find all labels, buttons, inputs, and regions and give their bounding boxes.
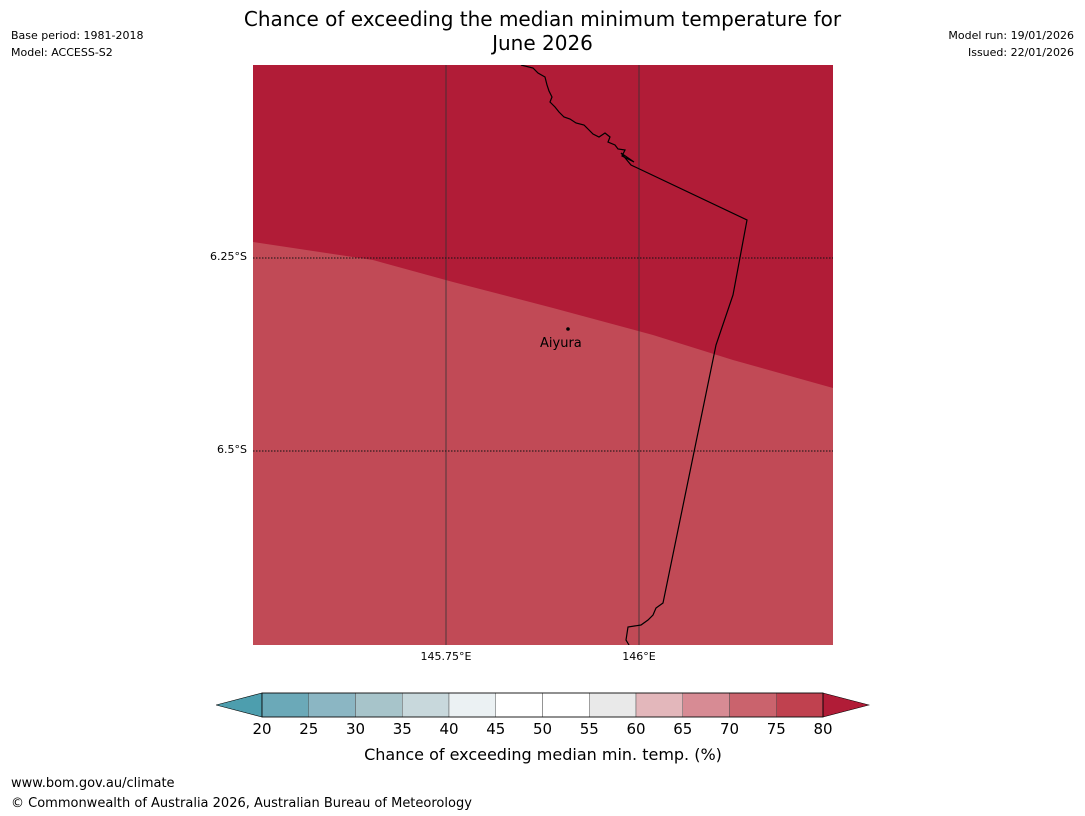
lon-label-145-75: 145.75°E — [420, 650, 472, 663]
colorbar-bin — [729, 692, 777, 718]
lon-label-146: 146°E — [622, 650, 656, 663]
colorbar-tick-label: 20 — [252, 720, 272, 738]
colorbar-outline — [261, 692, 824, 718]
title-line-1: Chance of exceeding the median minimum t… — [243, 7, 842, 31]
colorbar-tick-label: 75 — [766, 720, 786, 738]
title-line-2: June 2026 — [492, 31, 593, 55]
model-name: Model: ACCESS-S2 — [11, 46, 113, 59]
place-label-aiyura: Aiyura — [540, 336, 582, 351]
footer-url: www.bom.gov.au/climate — [11, 776, 175, 791]
colorbar-bin — [635, 692, 683, 718]
colorbar-label: Chance of exceeding median min. temp. (%… — [364, 745, 722, 764]
colorbar-tick-label: 40 — [439, 720, 459, 738]
colorbar-bin — [589, 692, 637, 718]
colorbar-tick-label: 30 — [345, 720, 366, 738]
colorbar-under-arrow — [214, 692, 263, 718]
meta-right: Model run: 19/01/2026 Issued: 22/01/2026 — [948, 27, 1074, 61]
colorbar-tick-label: 50 — [532, 720, 553, 738]
model-run: Model run: 19/01/2026 — [948, 29, 1074, 42]
issued-date: Issued: 22/01/2026 — [967, 46, 1074, 59]
lat-label-6-25: 6.25°S — [210, 250, 247, 263]
colorbar-bin — [776, 692, 824, 718]
lat-label-6-5: 6.5°S — [217, 443, 247, 456]
colorbar-bin — [402, 692, 450, 718]
colorbar — [214, 692, 871, 724]
colorbar-bin — [355, 692, 403, 718]
map[interactable] — [253, 65, 833, 645]
colorbar-tick-label: 35 — [392, 720, 412, 738]
colorbar-bin — [448, 692, 496, 718]
colorbar-over-arrow — [822, 692, 871, 718]
colorbar-bin — [542, 692, 590, 718]
aiyura-marker — [566, 327, 570, 331]
coastline-border — [520, 65, 748, 645]
colorbar-tick-label: 55 — [579, 720, 599, 738]
colorbar-bin — [495, 692, 543, 718]
colorbar-bin — [308, 692, 356, 718]
base-period: Base period: 1981-2018 — [11, 29, 144, 42]
colorbar-tick-label: 45 — [486, 720, 506, 738]
colorbar-bin — [682, 692, 730, 718]
footer-copyright: © Commonwealth of Australia 2026, Austra… — [11, 796, 472, 811]
colorbar-tick-label: 70 — [719, 720, 740, 738]
chart-title: Chance of exceeding the median minimum t… — [200, 7, 885, 55]
region-lower — [253, 242, 833, 645]
colorbar-tick-label: 60 — [626, 720, 646, 738]
map-svg — [253, 65, 833, 645]
colorbar-bin — [261, 692, 309, 718]
colorbar-tick-label: 65 — [673, 720, 693, 738]
colorbar-tick-label: 80 — [813, 720, 833, 738]
colorbar-svg — [214, 692, 871, 718]
colorbar-tick-label: 25 — [299, 720, 319, 738]
meta-left: Base period: 1981-2018 Model: ACCESS-S2 — [11, 27, 143, 61]
